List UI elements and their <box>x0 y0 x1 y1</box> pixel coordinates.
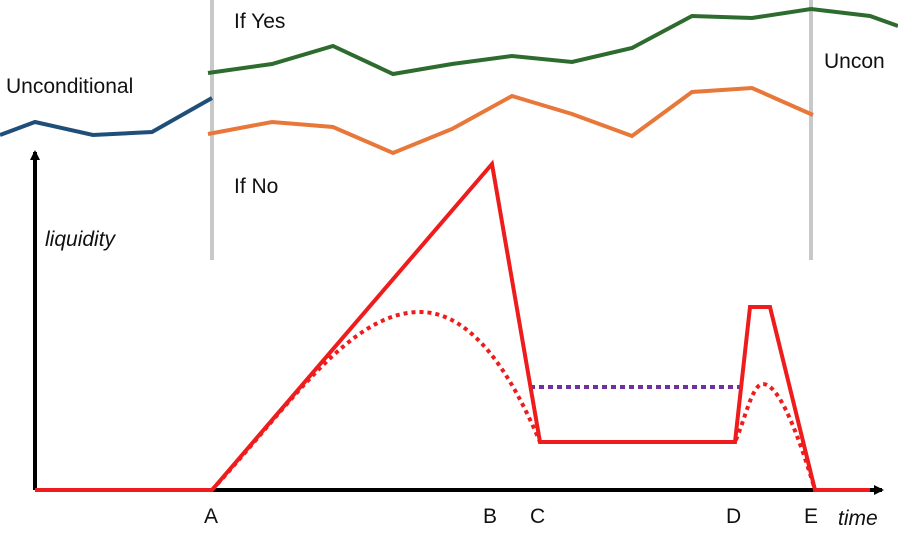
marker-e: E <box>804 505 818 528</box>
marker-b: B <box>483 505 497 528</box>
unconditional-right-label: Uncon <box>824 50 885 73</box>
marker-c: C <box>530 505 545 528</box>
liquidity-dotted-curve <box>210 309 817 492</box>
if-yes-label: If Yes <box>234 10 285 33</box>
y-axis-label: liquidity <box>45 228 117 251</box>
unconditional-left-label: Unconditional <box>6 75 133 98</box>
marker-d: D <box>726 505 741 528</box>
x-axis-label: time <box>838 507 878 530</box>
if-no-label: If No <box>234 175 278 198</box>
if-yes-price-line <box>207 6 898 77</box>
unconditional-price-line <box>0 96 213 138</box>
if-no-price-line <box>207 85 814 156</box>
marker-a: A <box>204 505 218 528</box>
liquidity-solid-line <box>35 159 870 492</box>
